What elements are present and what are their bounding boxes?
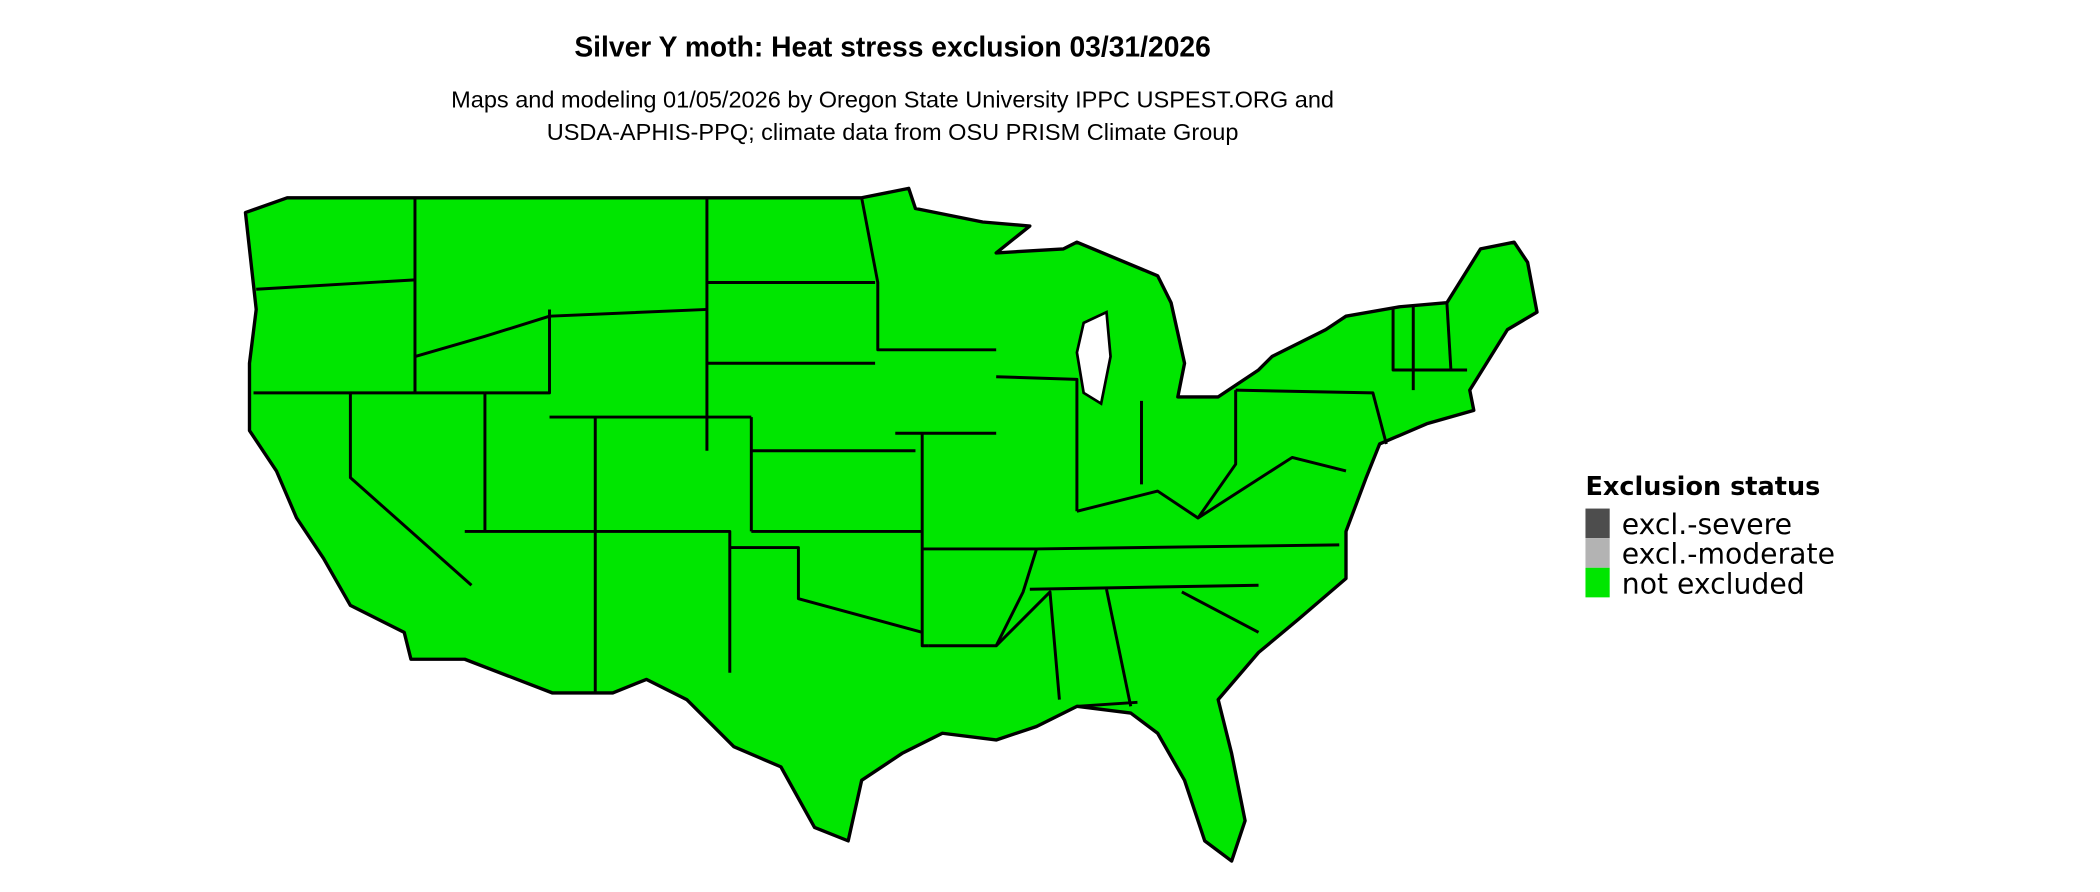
legend: Exclusion status excl.-severe excl.-mode… xyxy=(1585,472,1834,600)
legend-swatch-moderate xyxy=(1585,538,1610,568)
legend-swatch-severe xyxy=(1585,508,1610,539)
legend-label-moderate: excl.-moderate xyxy=(1622,538,1835,571)
map-subtitle-line-2: USDA-APHIS-PPQ; climate data from OSU PR… xyxy=(547,119,1239,145)
legend-swatch-not-excluded xyxy=(1585,567,1610,598)
legend-label-severe: excl.-severe xyxy=(1622,508,1792,541)
us-map xyxy=(243,186,1539,863)
state-borders xyxy=(253,197,1468,708)
map-title: Silver Y moth: Heat stress exclusion 03/… xyxy=(574,31,1210,63)
legend-title: Exclusion status xyxy=(1585,472,1820,502)
us-outline xyxy=(243,186,1539,863)
map-subtitle-line-1: Maps and modeling 01/05/2026 by Oregon S… xyxy=(451,87,1334,113)
lake-michigan xyxy=(1075,310,1112,406)
legend-label-not-excluded: not excluded xyxy=(1622,567,1805,600)
